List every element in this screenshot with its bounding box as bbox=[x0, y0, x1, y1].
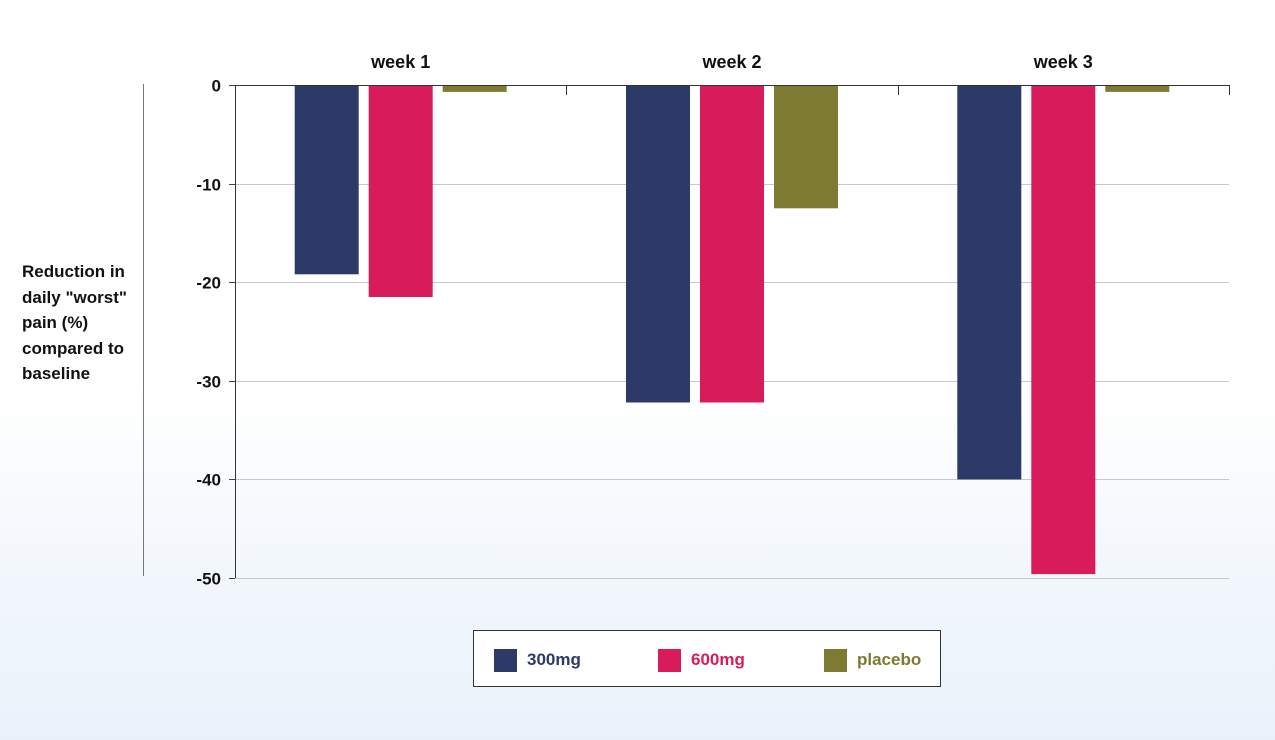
legend-swatch-300mg bbox=[494, 648, 517, 672]
bar-600mg-week-2 bbox=[700, 85, 764, 403]
y-tick-label: -50 bbox=[196, 570, 221, 589]
bar-placebo-week-2 bbox=[774, 85, 838, 209]
category-label: week 2 bbox=[701, 52, 761, 72]
legend-item-600mg: 600mg bbox=[658, 648, 745, 672]
y-axis-label-line: compared to bbox=[22, 338, 125, 358]
category-label: week 3 bbox=[1033, 52, 1093, 72]
bar-600mg-week-3 bbox=[1031, 85, 1096, 575]
bar-300mg-week-3 bbox=[957, 85, 1022, 480]
y-tick-label: -20 bbox=[196, 274, 221, 293]
ylabel-divider bbox=[143, 84, 144, 576]
legend-label-600mg: 600mg bbox=[691, 650, 745, 669]
bar-300mg-week-1 bbox=[294, 85, 359, 275]
y-tick-label: 0 bbox=[212, 77, 221, 96]
bar-placebo-week-3 bbox=[1105, 85, 1170, 92]
bar-600mg-week-1 bbox=[368, 85, 433, 297]
y-tick-label: -30 bbox=[196, 373, 221, 392]
legend-label-placebo: placebo bbox=[857, 650, 922, 669]
y-axis-label-line: pain (%) bbox=[22, 313, 89, 332]
bars bbox=[294, 85, 1170, 575]
legend-label-300mg: 300mg bbox=[527, 650, 581, 669]
chart-text: 0 -10 -20 -30 -40 -50 week 1 week 2 week 3 bbox=[196, 52, 1092, 589]
y-axis-label-line: baseline bbox=[22, 364, 91, 383]
legend-item-placebo: placebo bbox=[824, 648, 921, 672]
category-label: week 1 bbox=[370, 52, 430, 72]
bar-300mg-week-2 bbox=[626, 85, 690, 403]
axes bbox=[229, 85, 1230, 579]
y-tick-label: -40 bbox=[196, 471, 221, 490]
y-tick-label: -10 bbox=[196, 176, 221, 195]
legend-item-300mg: 300mg bbox=[494, 648, 581, 672]
legend-swatch-placebo bbox=[824, 648, 847, 672]
y-axis-label: Reduction in daily "worst" pain (%) comp… bbox=[22, 259, 142, 387]
legend-swatch-600mg bbox=[658, 648, 681, 672]
legend: 300mg 600mg placebo bbox=[473, 630, 941, 687]
bar-placebo-week-1 bbox=[442, 85, 507, 92]
y-axis-label-line: Reduction in bbox=[22, 262, 125, 281]
y-axis-label-line: daily "worst" bbox=[22, 287, 127, 307]
